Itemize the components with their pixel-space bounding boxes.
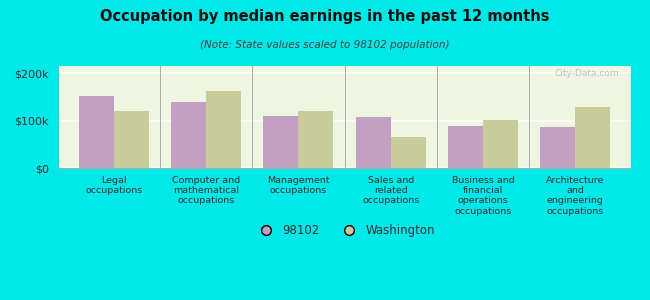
Bar — [575, 107, 610, 168]
Bar — [356, 117, 391, 168]
Text: Occupation by median earnings in the past 12 months: Occupation by median earnings in the pas… — [100, 9, 550, 24]
Bar — [206, 91, 241, 168]
Bar — [540, 127, 575, 168]
Bar — [263, 116, 298, 168]
Bar — [483, 120, 518, 168]
Bar — [391, 137, 426, 168]
Bar — [448, 126, 483, 168]
Text: City-Data.com: City-Data.com — [554, 69, 619, 78]
Bar — [79, 96, 114, 168]
Bar — [298, 111, 333, 168]
Text: (Note: State values scaled to 98102 population): (Note: State values scaled to 98102 popu… — [200, 40, 450, 50]
Legend: 98102, Washington: 98102, Washington — [249, 219, 440, 242]
Bar — [114, 111, 149, 168]
Bar — [171, 102, 206, 168]
